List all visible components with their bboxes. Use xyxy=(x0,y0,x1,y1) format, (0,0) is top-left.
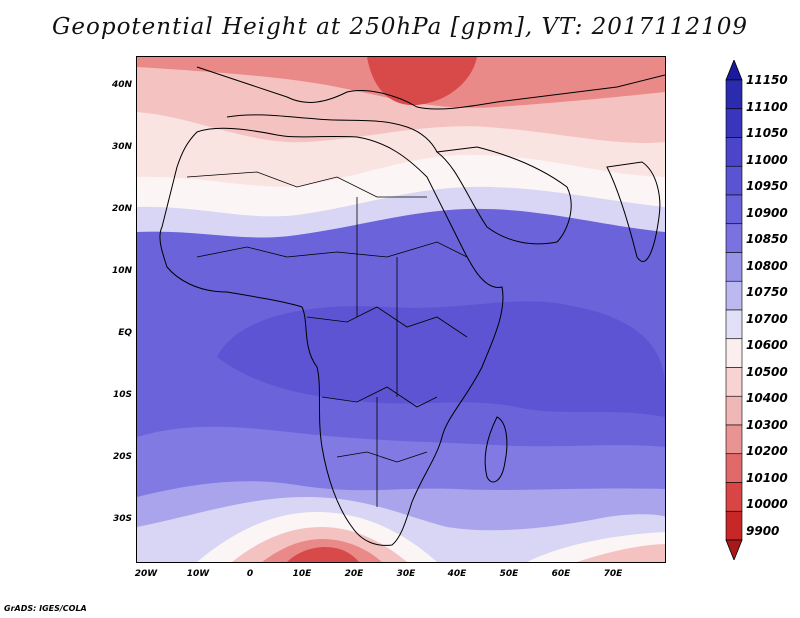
colorbar-label: 11050 xyxy=(746,126,788,140)
colorbar-label: 11150 xyxy=(746,73,788,87)
longitude-label: 20E xyxy=(344,569,364,579)
colorbar-label: 10700 xyxy=(746,311,788,326)
longitude-label: 30E xyxy=(396,569,416,579)
border-central xyxy=(306,306,468,338)
grads-credit: GrADS: IGES/COLA xyxy=(4,604,87,613)
latitude-label: EQ xyxy=(118,328,132,338)
colorbar-label: 10850 xyxy=(746,232,788,246)
latitude-label: 10N xyxy=(111,266,132,276)
colorbar-bottom-arrow xyxy=(725,539,743,560)
colorbar-segment xyxy=(725,252,743,282)
colorbar-segment xyxy=(725,108,743,138)
contour-band-deep-red xyxy=(367,57,477,106)
longitude-label: 60E xyxy=(551,569,571,579)
coastlines xyxy=(159,66,665,546)
colorbar-label: 10750 xyxy=(746,285,788,299)
colorbar-segment xyxy=(725,338,743,368)
map-panel xyxy=(136,56,666,563)
latitude-label: 40N xyxy=(111,80,132,90)
africa-coastline xyxy=(159,127,504,546)
colorbar-segment xyxy=(725,79,743,110)
contour-band-dark-blue xyxy=(217,301,665,417)
colorbar-label: 10300 xyxy=(746,417,788,432)
colorbar-segment xyxy=(725,194,743,225)
colorbar-top-arrow xyxy=(725,60,743,81)
colorbar-segment xyxy=(725,309,743,340)
colorbar-segment xyxy=(725,137,743,167)
colorbar-segment xyxy=(725,510,743,541)
chart-title: Geopotential Height at 250hPa [gpm], VT:… xyxy=(52,14,748,40)
colorbar-label: 10400 xyxy=(746,391,788,405)
colorbar-label: 10950 xyxy=(746,179,788,193)
colorbar-segment xyxy=(725,223,743,253)
colorbar-label: 10200 xyxy=(746,444,788,458)
colorbar-label: 9900 xyxy=(746,523,780,538)
longitude-label: 70E xyxy=(603,569,623,579)
europe-coastline xyxy=(196,66,665,110)
india-coastline xyxy=(606,161,661,262)
geopotential-map xyxy=(137,57,665,562)
country-borders xyxy=(186,171,468,507)
colorbar-segment xyxy=(725,482,743,512)
colorbar-label: 10500 xyxy=(746,364,788,379)
latitude-label: 20S xyxy=(112,452,132,462)
colorbar-label: 10100 xyxy=(746,470,788,485)
colorbar-segment xyxy=(725,367,743,397)
longitude-label: 10W xyxy=(186,569,210,579)
longitude-label: 40E xyxy=(447,569,467,579)
colorbar-label: 10800 xyxy=(746,258,788,273)
colorbar-segment xyxy=(725,165,743,196)
contour-band-deep-red-south xyxy=(287,547,359,562)
colorbar-label: 11100 xyxy=(746,99,788,114)
latitude-label: 20N xyxy=(111,204,132,214)
longitude-label: 20W xyxy=(134,569,158,579)
border-sahel xyxy=(196,241,468,258)
latitude-label: 30S xyxy=(112,514,132,524)
colorbar-label: 10900 xyxy=(746,205,788,220)
latitude-label: 10S xyxy=(112,390,132,400)
colorbar xyxy=(725,60,743,560)
mediterranean-coast xyxy=(226,114,438,153)
colorbar-label: 10000 xyxy=(746,497,788,511)
longitude-label: 0 xyxy=(246,569,254,579)
border-meridian xyxy=(356,197,398,507)
latitude-label: 30N xyxy=(111,142,132,152)
colorbar-segment xyxy=(725,453,743,483)
longitude-label: 50E xyxy=(499,569,519,579)
arabia-coastline xyxy=(435,146,572,245)
border-southern xyxy=(336,451,428,463)
colorbar-label: 10600 xyxy=(746,338,788,352)
border-south xyxy=(321,386,438,408)
longitude-label: 10E xyxy=(292,569,312,579)
colorbar-segment xyxy=(725,424,743,455)
colorbar-segment xyxy=(725,395,743,426)
colorbar-segment xyxy=(725,280,743,311)
border-sahara xyxy=(186,171,427,198)
colorbar-label: 11000 xyxy=(746,152,788,167)
madagascar-coastline xyxy=(484,416,508,483)
